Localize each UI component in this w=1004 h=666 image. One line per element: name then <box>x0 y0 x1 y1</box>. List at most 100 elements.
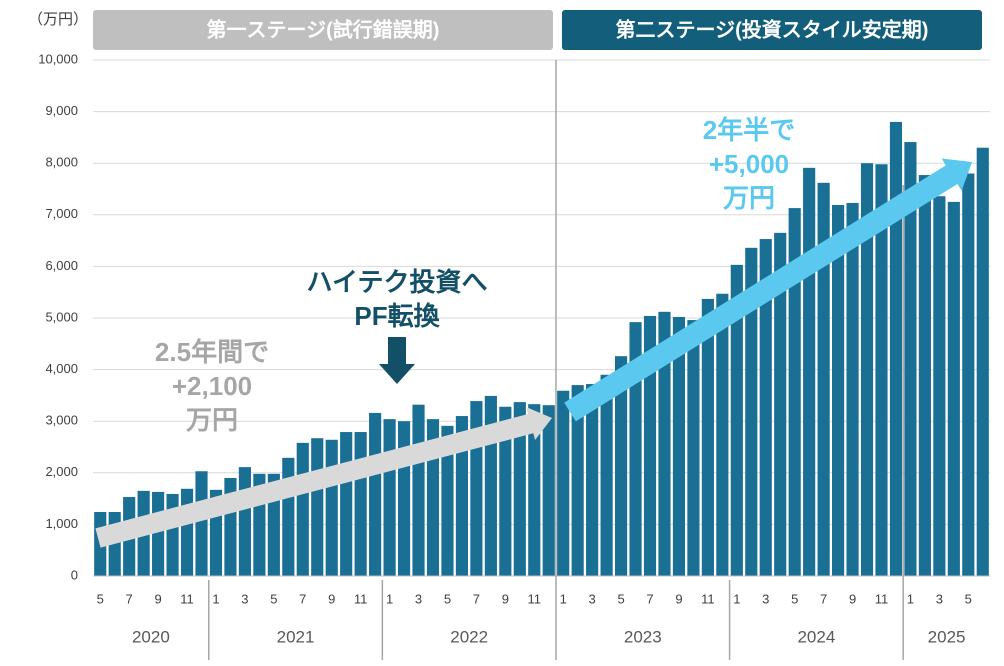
annotation: 2.5年間で <box>155 337 269 367</box>
x-tick-label: 1 <box>386 591 393 606</box>
x-tick-label: 3 <box>241 591 248 606</box>
y-tick-label: 4,000 <box>45 361 78 376</box>
x-tick-label: 9 <box>849 591 856 606</box>
bar <box>976 147 989 576</box>
bar <box>441 425 454 576</box>
year-label: 2023 <box>624 627 662 646</box>
bar <box>282 457 295 576</box>
x-tick-label: 9 <box>154 591 161 606</box>
x-tick-label: 5 <box>791 591 798 606</box>
bar <box>528 404 541 576</box>
x-tick-label: 3 <box>415 591 422 606</box>
bar <box>658 311 671 576</box>
stage-title: 第一ステージ(試行錯誤期) <box>207 17 440 41</box>
arrow <box>564 158 972 422</box>
y-tick-label: 0 <box>71 567 78 582</box>
y-tick-label: 6,000 <box>45 258 78 273</box>
bar <box>716 293 729 576</box>
bar <box>557 390 570 576</box>
bar <box>311 438 324 576</box>
x-tick-label: 7 <box>646 591 653 606</box>
x-tick-label: 9 <box>502 591 509 606</box>
arrow <box>379 337 415 384</box>
bar <box>687 320 700 576</box>
y-tick-label: 5,000 <box>45 309 78 324</box>
y-tick-label: 10,000 <box>38 51 78 66</box>
bar <box>325 439 338 576</box>
x-tick-label: 5 <box>617 591 624 606</box>
x-tick-label: 1 <box>733 591 740 606</box>
x-tick-label: 1 <box>907 591 914 606</box>
bar <box>817 182 830 577</box>
x-tick-label: 1 <box>560 591 567 606</box>
bar <box>166 493 179 576</box>
x-tick-label: 3 <box>762 591 769 606</box>
stage-title: 第二ステージ(投資スタイル安定期) <box>616 17 929 41</box>
x-tick-label: 1 <box>212 591 219 606</box>
annotation: +5,000 <box>709 149 789 179</box>
bar <box>774 232 787 577</box>
bar <box>788 208 801 577</box>
x-tick-label: 5 <box>270 591 277 606</box>
annotation: 万円 <box>723 183 775 213</box>
annotation: +2,100 <box>172 371 252 401</box>
bar <box>354 432 367 576</box>
bar <box>195 471 208 576</box>
y-tick-label: 7,000 <box>45 206 78 221</box>
bar <box>860 163 874 576</box>
bar <box>745 247 758 576</box>
x-tick-label: 9 <box>328 591 335 606</box>
annotation: PF転換 <box>354 301 440 331</box>
y-tick-label: 2,000 <box>45 464 78 479</box>
bar <box>369 412 382 576</box>
annotation: ハイテク投資へ <box>307 267 488 297</box>
bar <box>889 121 903 577</box>
bar <box>730 264 743 576</box>
bar <box>614 356 628 576</box>
y-unit: （万円） <box>28 11 88 28</box>
bar <box>180 488 194 576</box>
bar <box>643 315 657 576</box>
arrow <box>95 407 553 548</box>
bar <box>499 406 512 576</box>
x-tick-label: 11 <box>354 591 368 606</box>
annotation: 2年半で <box>703 115 795 145</box>
y-tick-label: 3,000 <box>45 413 78 428</box>
bar <box>571 385 584 576</box>
y-tick-label: 9,000 <box>45 103 78 118</box>
year-label: 2020 <box>132 627 170 646</box>
annotation: 万円 <box>186 405 238 435</box>
x-tick-label: 7 <box>820 591 827 606</box>
bar <box>947 201 960 576</box>
bar <box>672 316 686 576</box>
bar <box>875 164 888 576</box>
x-tick-label: 5 <box>444 591 451 606</box>
x-tick-label: 7 <box>299 591 306 606</box>
x-tick-label: 5 <box>97 591 104 606</box>
bar <box>455 416 469 576</box>
bar <box>803 167 816 576</box>
bar <box>412 404 425 576</box>
x-tick-label: 11 <box>528 591 542 606</box>
x-tick-label: 7 <box>126 591 133 606</box>
x-tick-label: 11 <box>180 591 194 606</box>
x-tick-label: 3 <box>936 591 943 606</box>
bar <box>383 419 396 576</box>
stage-banner <box>561 10 982 50</box>
bar <box>238 467 251 576</box>
year-label: 2021 <box>277 627 315 646</box>
bar <box>701 298 714 576</box>
year-label: 2025 <box>928 627 966 646</box>
bar <box>846 202 859 576</box>
year-label: 2024 <box>797 627 835 646</box>
x-tick-label: 5 <box>965 591 972 606</box>
x-tick-label: 11 <box>875 591 889 606</box>
x-tick-label: 7 <box>473 591 480 606</box>
x-tick-label: 11 <box>701 591 715 606</box>
bar <box>904 142 917 576</box>
y-tick-label: 8,000 <box>45 155 78 170</box>
bar <box>586 384 599 576</box>
bar <box>600 374 613 576</box>
y-tick-label: 1,000 <box>45 516 78 531</box>
